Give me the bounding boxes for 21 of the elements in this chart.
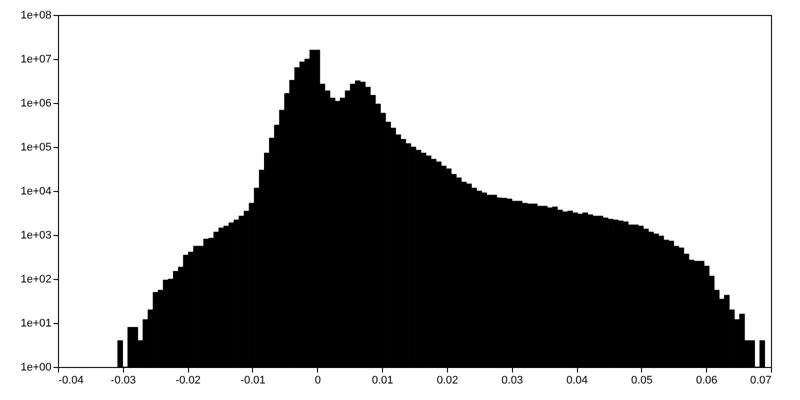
y-tick-label: 1e+01 [20, 318, 52, 330]
x-tick-label: 0 [314, 374, 321, 386]
y-tick-label: 1e+00 [20, 362, 52, 374]
x-tick-label: -0.03 [110, 374, 136, 386]
y-tick-label: 1e+07 [20, 54, 52, 66]
y-tick-label: 1e+08 [20, 10, 52, 22]
x-tick-label: -0.04 [58, 374, 84, 386]
y-tick-label: 1e+05 [20, 142, 52, 154]
x-tick-label: 0.04 [566, 374, 588, 386]
x-tick-label: 0.01 [372, 374, 394, 386]
x-tick-label: 0.02 [436, 374, 458, 386]
x-tick-label: 0.05 [631, 374, 653, 386]
x-tick-label: -0.02 [176, 374, 201, 386]
x-tick-label: -0.01 [240, 374, 266, 386]
x-tick-label: 0.03 [502, 374, 523, 386]
y-tick-label: 1e+06 [20, 98, 52, 110]
x-tick-label: 0.07 [750, 374, 772, 386]
y-tick-label: 1e+04 [20, 186, 52, 198]
x-tick-label: 0.06 [696, 374, 718, 386]
y-tick-label: 1e+03 [20, 230, 52, 242]
y-tick-label: 1e+02 [20, 274, 52, 286]
